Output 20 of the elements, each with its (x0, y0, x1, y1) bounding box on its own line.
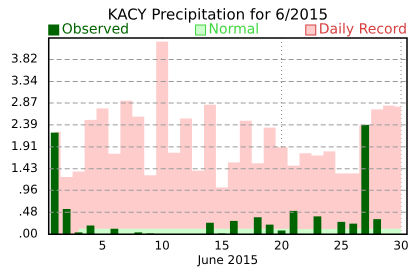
y-tick-label: 2.87 (11, 95, 38, 110)
x-tick-label: 30 (393, 238, 409, 253)
x-tick-label: 15 (214, 238, 230, 253)
y-tick-label: 1.43 (11, 160, 38, 175)
x-axis-title: June 2015 (196, 252, 258, 267)
x-tick-label: 25 (334, 238, 349, 253)
y-tick-label: .48 (18, 204, 38, 218)
y-tick-label: 3.82 (11, 52, 38, 66)
legend-label: Normal (208, 22, 260, 38)
legend-label: Daily Record (318, 22, 407, 38)
y-tick-label: 3.34 (11, 74, 38, 88)
legend-label: Observed (62, 22, 130, 38)
y-tick-label: 2.39 (11, 117, 38, 132)
x-tick-label: 10 (154, 238, 170, 253)
y-tick-label: .96 (18, 182, 38, 196)
y-tick-label: .00 (18, 226, 38, 240)
y-tick-label: 1.91 (11, 138, 38, 153)
chart-title: KACY Precipitation for 6/2015 (108, 5, 328, 24)
x-tick-label: 5 (98, 238, 106, 253)
x-tick-label: 20 (274, 238, 290, 253)
